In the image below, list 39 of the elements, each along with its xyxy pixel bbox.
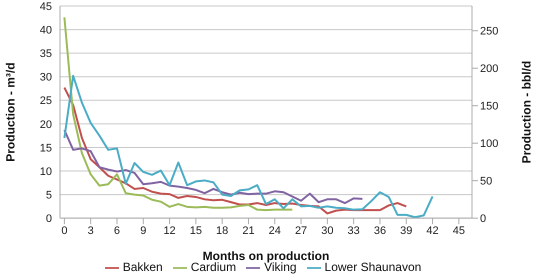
y-tick-label: 30	[40, 72, 52, 84]
y-tick-label: 20	[40, 118, 52, 131]
x-tick-label: 36	[374, 224, 386, 237]
y-tick-label: 15	[40, 142, 52, 154]
y-tick-label: 45	[40, 0, 52, 13]
y-axis-title: Production - m³/d	[3, 62, 18, 162]
legend-label: Bakken	[122, 260, 163, 274]
x-tick-label: 12	[163, 224, 176, 237]
x-tick-label: 33	[348, 224, 360, 237]
y-tick-label: 10	[40, 166, 52, 178]
y2-tick-label: 150	[480, 100, 498, 113]
x-tick-label: 6	[114, 224, 120, 237]
x-tick-label: 15	[190, 224, 202, 237]
y-tick-label: 0	[46, 213, 52, 226]
line-series	[63, 129, 364, 204]
x-tick-label: 24	[268, 224, 281, 237]
x-tick-label: 30	[321, 224, 334, 237]
y2-tick-label: 0	[480, 213, 486, 226]
x-tick-label: 3	[88, 224, 94, 237]
y2-tick-label: 200	[480, 63, 498, 76]
y-tick-label: 25	[40, 95, 52, 108]
x-tick-label: 0	[61, 224, 68, 237]
y2-axis-title: Production - bbl/d	[519, 60, 534, 164]
x-tick-label: 39	[400, 224, 412, 237]
x-tick-label: 9	[140, 224, 146, 237]
x-tick-label: 18	[216, 224, 228, 237]
x-tick-label: 27	[294, 224, 308, 237]
y2-tick-label: 250	[480, 26, 498, 38]
y-tick-label: 5	[46, 190, 52, 202]
line-series	[63, 86, 408, 214]
y-tick-label: 40	[40, 24, 52, 36]
x-tick-label: 42	[426, 224, 439, 237]
y-tick-label: 35	[40, 48, 52, 60]
line-series	[63, 74, 434, 218]
x-tick-label: 21	[242, 224, 255, 237]
y2-tick-label: 50	[480, 176, 492, 188]
line-series	[63, 16, 294, 212]
x-tick-label: 45	[452, 224, 465, 237]
y2-tick-label: 100	[480, 138, 498, 150]
